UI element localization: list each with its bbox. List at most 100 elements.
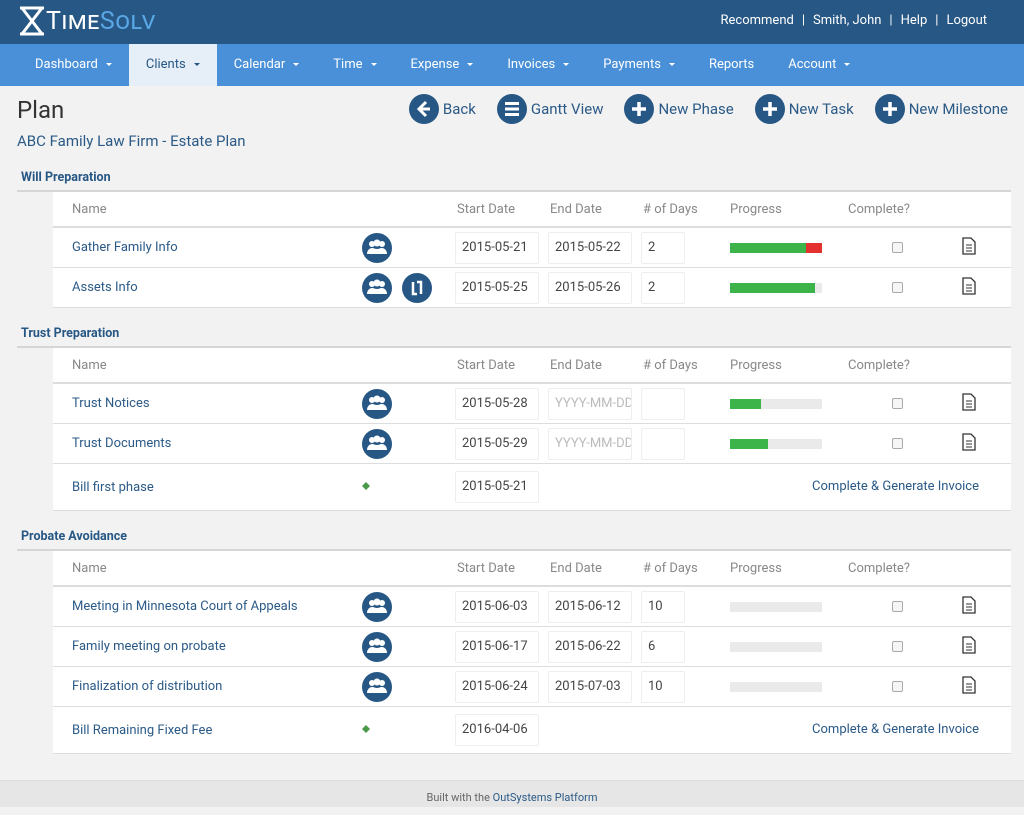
top-link[interactable]: Smith, John: [813, 13, 882, 28]
nav-item[interactable]: Clients: [128, 44, 217, 86]
end-date[interactable]: 2015-05-26: [548, 271, 632, 304]
top-link[interactable]: Logout: [946, 13, 987, 28]
task-name[interactable]: Trust Notices: [72, 396, 150, 411]
icons: [362, 428, 457, 459]
start-date[interactable]: 2015-06-17: [455, 630, 539, 663]
cell: 2015-07-03: [548, 670, 643, 703]
start-date[interactable]: 2015-05-29: [455, 427, 539, 460]
nav-item[interactable]: Expense: [394, 44, 491, 86]
task-name[interactable]: Bill first phase: [72, 479, 154, 495]
notes-icon[interactable]: [961, 675, 977, 694]
task-name[interactable]: Meeting in Minnesota Court of Appeals: [72, 599, 298, 614]
progress-track: [730, 601, 822, 612]
dropdown-caret: [844, 63, 851, 67]
milestone-row: Bill first phase 2015-05-21 Complete & Gen…: [53, 464, 1011, 511]
generate-invoice[interactable]: Complete & Generate Invoice: [812, 479, 979, 495]
notes-icon[interactable]: [961, 432, 977, 451]
end-date[interactable]: 2015-06-12: [548, 590, 632, 623]
end-date-placeholder[interactable]: YYYY-MM-DD: [548, 427, 632, 460]
start-date[interactable]: 2015-05-21: [455, 471, 539, 503]
start-date[interactable]: 2015-05-21: [455, 231, 539, 264]
nav-label: Clients: [145, 57, 186, 72]
complete-checkbox[interactable]: [892, 438, 903, 449]
column-header: Progress: [730, 201, 782, 217]
action-button[interactable]: New Phase: [624, 94, 734, 124]
notes-icon[interactable]: [961, 392, 977, 411]
task-table: Name Start Date End Date # of Days Progress C…: [53, 192, 1011, 308]
task-name[interactable]: Finalization of distribution: [72, 679, 223, 694]
dropdown-caret: [370, 63, 377, 67]
nav-item[interactable]: Invoices: [490, 44, 586, 86]
start-date[interactable]: 2016-04-06: [455, 714, 539, 746]
action-button[interactable]: Back: [408, 94, 476, 124]
notes-icon[interactable]: [961, 276, 977, 295]
complete-checkbox[interactable]: [892, 282, 903, 293]
action-button[interactable]: New Task: [754, 94, 854, 124]
resource-icon: [362, 671, 392, 702]
nav-item[interactable]: Time: [316, 44, 393, 86]
action-button[interactable]: Gantt View: [496, 94, 603, 124]
cell: 2015-06-12: [548, 590, 643, 623]
icons: [362, 388, 457, 419]
start-date[interactable]: 2015-05-28: [455, 387, 539, 420]
end-date[interactable]: 2015-06-22: [548, 630, 632, 663]
end-date-placeholder[interactable]: YYYY-MM-DD: [548, 387, 632, 420]
cell: 10: [641, 590, 730, 623]
cell: [848, 242, 943, 253]
nav-item[interactable]: Reports: [692, 44, 771, 86]
complete-checkbox[interactable]: [892, 398, 903, 409]
cell: [848, 282, 943, 293]
complete-checkbox[interactable]: [892, 601, 903, 612]
cell: 2015-06-22: [548, 630, 643, 663]
cell: 2015-05-29: [455, 427, 550, 460]
section: Name Start Date End Date # of Days Progress C…: [17, 346, 1011, 511]
task-name[interactable]: Assets Info: [72, 280, 138, 295]
nav-item[interactable]: Account: [771, 44, 867, 86]
start-date[interactable]: 2015-06-03: [455, 590, 539, 623]
days[interactable]: 10: [641, 590, 685, 623]
start-date[interactable]: 2015-05-25: [455, 271, 539, 304]
milestone-diamond: [362, 482, 370, 490]
nav-item[interactable]: Payments: [586, 44, 692, 86]
footer: Built with the OutSystems Platform: [0, 780, 1024, 807]
actions: Back Gantt View New Phase New Task New Miles…: [388, 94, 1008, 124]
footer-link[interactable]: OutSystems Platform: [492, 791, 598, 804]
notes-icon[interactable]: [961, 236, 977, 255]
section-title: Will Preparation: [21, 170, 111, 185]
complete-checkbox[interactable]: [892, 641, 903, 652]
column-header: # of Days: [643, 357, 698, 373]
plan-content: Will Preparation Name Start Date End Date # …: [0, 166, 1024, 768]
overdue-bar: [806, 242, 822, 253]
resource-icon: [362, 428, 392, 459]
task-name[interactable]: Bill Remaining Fixed Fee: [72, 722, 213, 738]
action-button[interactable]: New Milestone: [874, 94, 1008, 124]
days-input[interactable]: [641, 427, 685, 460]
start-date[interactable]: 2015-06-24: [455, 670, 539, 703]
days[interactable]: 2: [641, 271, 685, 304]
days-input[interactable]: [641, 387, 685, 420]
task-name[interactable]: Gather Family Info: [72, 240, 178, 255]
generate-invoice[interactable]: Complete & Generate Invoice: [812, 722, 979, 738]
task-row: Family meeting on probate 2015-06-17 2015-…: [53, 627, 1011, 667]
nav-item[interactable]: Dashboard: [18, 44, 129, 86]
days[interactable]: 2: [641, 231, 685, 264]
complete-checkbox[interactable]: [892, 242, 903, 253]
nav-label: Account: [788, 57, 837, 72]
top-link[interactable]: Recommend: [720, 13, 794, 28]
nav-item[interactable]: Calendar: [217, 44, 317, 86]
action-text: Complete & Generate Invoice: [812, 722, 979, 737]
days[interactable]: 6: [641, 630, 685, 663]
end-date[interactable]: 2015-05-22: [548, 231, 632, 264]
top-link[interactable]: Help: [900, 13, 928, 28]
complete-checkbox[interactable]: [892, 681, 903, 692]
logo[interactable]: Time Solv: [18, 6, 156, 36]
task-name[interactable]: Trust Documents: [72, 436, 172, 451]
notes-icon[interactable]: [961, 595, 977, 614]
cell: YYYY-MM-DD: [548, 387, 643, 420]
notes-icon[interactable]: [961, 635, 977, 654]
task-name[interactable]: Family meeting on probate: [72, 639, 226, 654]
days[interactable]: 10: [641, 670, 685, 703]
column-header: Complete?: [848, 357, 910, 373]
end-date[interactable]: 2015-07-03: [548, 670, 632, 703]
cell: [943, 675, 1011, 698]
